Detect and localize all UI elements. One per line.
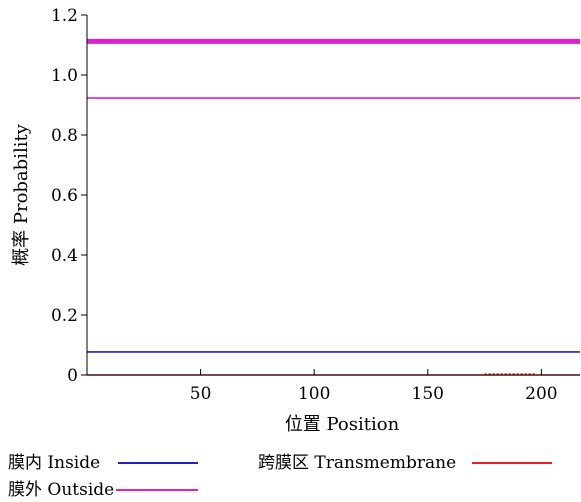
- legend-item-transmembrane: 跨膜区 Transmembrane: [258, 453, 553, 473]
- series-lines: [87, 97, 580, 376]
- y-tick-label: 0.8: [51, 126, 78, 146]
- legend-swatch-inside: [118, 462, 199, 464]
- y-tick-label: 1.2: [51, 6, 78, 26]
- annotations: [87, 38, 580, 375]
- legend-label-transmembrane: 跨膜区 Transmembrane: [258, 453, 457, 473]
- y-tick-label: 0: [67, 366, 78, 386]
- legend-item-inside: 膜内 Inside: [8, 453, 199, 473]
- legend-swatch-transmembrane: [472, 462, 553, 464]
- y-tick-label: 0.4: [51, 246, 78, 266]
- x-tick-label: 50: [190, 384, 212, 404]
- legend-label-outside: 膜外 Outside: [8, 480, 115, 500]
- x-tick-label: 150: [412, 384, 444, 404]
- x-tick-label: 200: [525, 384, 557, 404]
- y-tick-label: 0.2: [51, 306, 78, 326]
- x-axis-title: 位置 Position: [285, 414, 400, 435]
- axes: 0 0.2 0.4 0.6 0.8 1.0 1.2 50 100 150 200: [51, 6, 580, 404]
- y-axis-title: 概率 Probability: [11, 123, 32, 266]
- legend-swatch-outside: [116, 489, 199, 491]
- x-tick-label: 100: [298, 384, 330, 404]
- legend-label-inside: 膜内 Inside: [8, 453, 101, 473]
- legend-item-outside: 膜外 Outside: [8, 480, 199, 500]
- y-tick-label: 1.0: [51, 66, 78, 86]
- y-tick-label: 0.6: [51, 186, 78, 206]
